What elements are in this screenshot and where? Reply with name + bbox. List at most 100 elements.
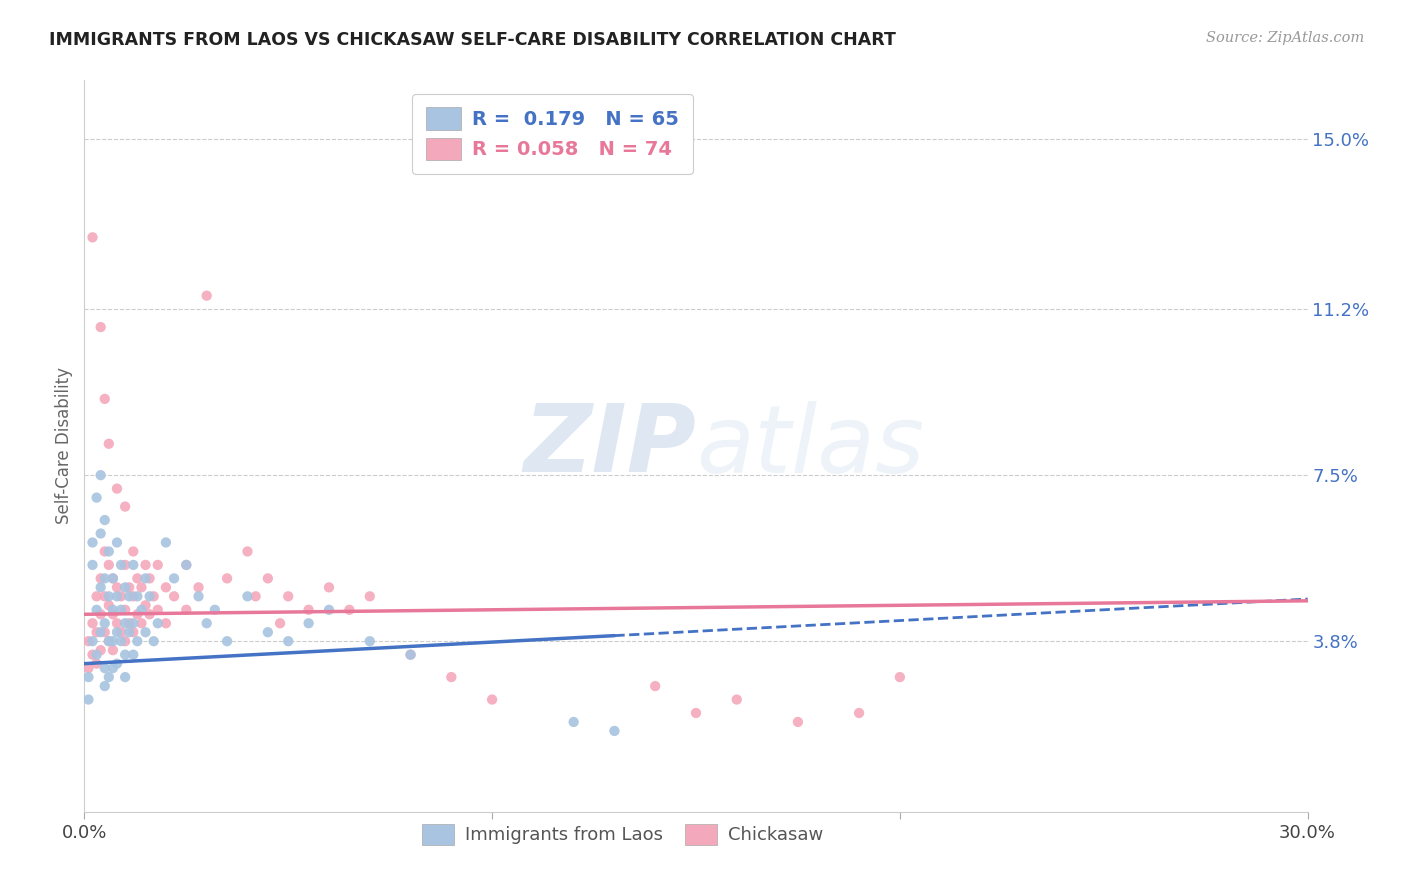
Point bbox=[135, 625, 157, 640]
Point bbox=[236, 544, 259, 558]
Point bbox=[93, 616, 115, 631]
Point bbox=[217, 634, 239, 648]
Point bbox=[122, 648, 145, 662]
Text: ZIP: ZIP bbox=[523, 400, 696, 492]
Point bbox=[105, 580, 128, 594]
Point bbox=[359, 590, 381, 604]
Point bbox=[122, 590, 145, 604]
Text: IMMIGRANTS FROM LAOS VS CHICKASAW SELF-CARE DISABILITY CORRELATION CHART: IMMIGRANTS FROM LAOS VS CHICKASAW SELF-C… bbox=[49, 31, 896, 49]
Point bbox=[105, 535, 128, 549]
Point bbox=[90, 580, 112, 594]
Point bbox=[86, 625, 108, 640]
Point bbox=[135, 571, 157, 585]
Point bbox=[245, 590, 267, 604]
Point bbox=[269, 616, 291, 631]
Point bbox=[101, 571, 124, 585]
Point bbox=[298, 603, 321, 617]
Point bbox=[481, 692, 503, 706]
Point bbox=[146, 616, 169, 631]
Point bbox=[101, 634, 124, 648]
Point bbox=[114, 670, 136, 684]
Point bbox=[257, 625, 280, 640]
Point bbox=[97, 599, 120, 613]
Point bbox=[131, 616, 153, 631]
Point bbox=[217, 571, 239, 585]
Point bbox=[725, 692, 748, 706]
Point bbox=[114, 634, 136, 648]
Point bbox=[82, 634, 104, 648]
Point bbox=[685, 706, 707, 720]
Point bbox=[135, 558, 157, 572]
Point bbox=[93, 544, 115, 558]
Point bbox=[204, 603, 226, 617]
Point bbox=[138, 571, 160, 585]
Y-axis label: Self-Care Disability: Self-Care Disability bbox=[55, 368, 73, 524]
Point bbox=[142, 590, 165, 604]
Point bbox=[97, 590, 120, 604]
Point bbox=[603, 723, 626, 738]
Point bbox=[105, 482, 128, 496]
Point bbox=[110, 625, 132, 640]
Point bbox=[174, 603, 197, 617]
Point bbox=[122, 558, 145, 572]
Point bbox=[187, 590, 209, 604]
Point bbox=[93, 679, 115, 693]
Point bbox=[257, 571, 280, 585]
Point bbox=[110, 603, 132, 617]
Point bbox=[174, 558, 197, 572]
Point bbox=[101, 661, 124, 675]
Point bbox=[93, 625, 115, 640]
Point bbox=[187, 580, 209, 594]
Point bbox=[86, 491, 108, 505]
Point bbox=[105, 657, 128, 671]
Point bbox=[122, 616, 145, 631]
Point bbox=[90, 643, 112, 657]
Point bbox=[97, 436, 120, 450]
Point bbox=[359, 634, 381, 648]
Point bbox=[101, 607, 124, 622]
Point bbox=[114, 616, 136, 631]
Point bbox=[90, 607, 112, 622]
Point bbox=[142, 634, 165, 648]
Point bbox=[236, 590, 259, 604]
Point bbox=[440, 670, 463, 684]
Point bbox=[86, 590, 108, 604]
Point bbox=[82, 535, 104, 549]
Point bbox=[127, 571, 149, 585]
Point bbox=[105, 625, 128, 640]
Point bbox=[114, 500, 136, 514]
Point bbox=[90, 320, 112, 334]
Point bbox=[77, 670, 100, 684]
Point bbox=[155, 616, 177, 631]
Point bbox=[127, 590, 149, 604]
Point bbox=[277, 634, 299, 648]
Point bbox=[138, 607, 160, 622]
Point bbox=[93, 571, 115, 585]
Point bbox=[146, 603, 169, 617]
Point bbox=[77, 634, 100, 648]
Point bbox=[82, 230, 104, 244]
Point bbox=[138, 590, 160, 604]
Legend: Immigrants from Laos, Chickasaw: Immigrants from Laos, Chickasaw bbox=[413, 815, 832, 854]
Point bbox=[195, 616, 218, 631]
Point bbox=[399, 648, 422, 662]
Point bbox=[889, 670, 911, 684]
Point bbox=[118, 590, 141, 604]
Point bbox=[174, 558, 197, 572]
Point bbox=[318, 603, 340, 617]
Point bbox=[118, 616, 141, 631]
Point bbox=[298, 616, 321, 631]
Point bbox=[93, 513, 115, 527]
Point bbox=[93, 590, 115, 604]
Point bbox=[644, 679, 666, 693]
Point bbox=[82, 558, 104, 572]
Point bbox=[127, 607, 149, 622]
Point bbox=[163, 590, 186, 604]
Point bbox=[114, 648, 136, 662]
Text: atlas: atlas bbox=[696, 401, 924, 491]
Point bbox=[122, 625, 145, 640]
Point bbox=[77, 661, 100, 675]
Point bbox=[118, 625, 141, 640]
Point bbox=[82, 616, 104, 631]
Point bbox=[122, 544, 145, 558]
